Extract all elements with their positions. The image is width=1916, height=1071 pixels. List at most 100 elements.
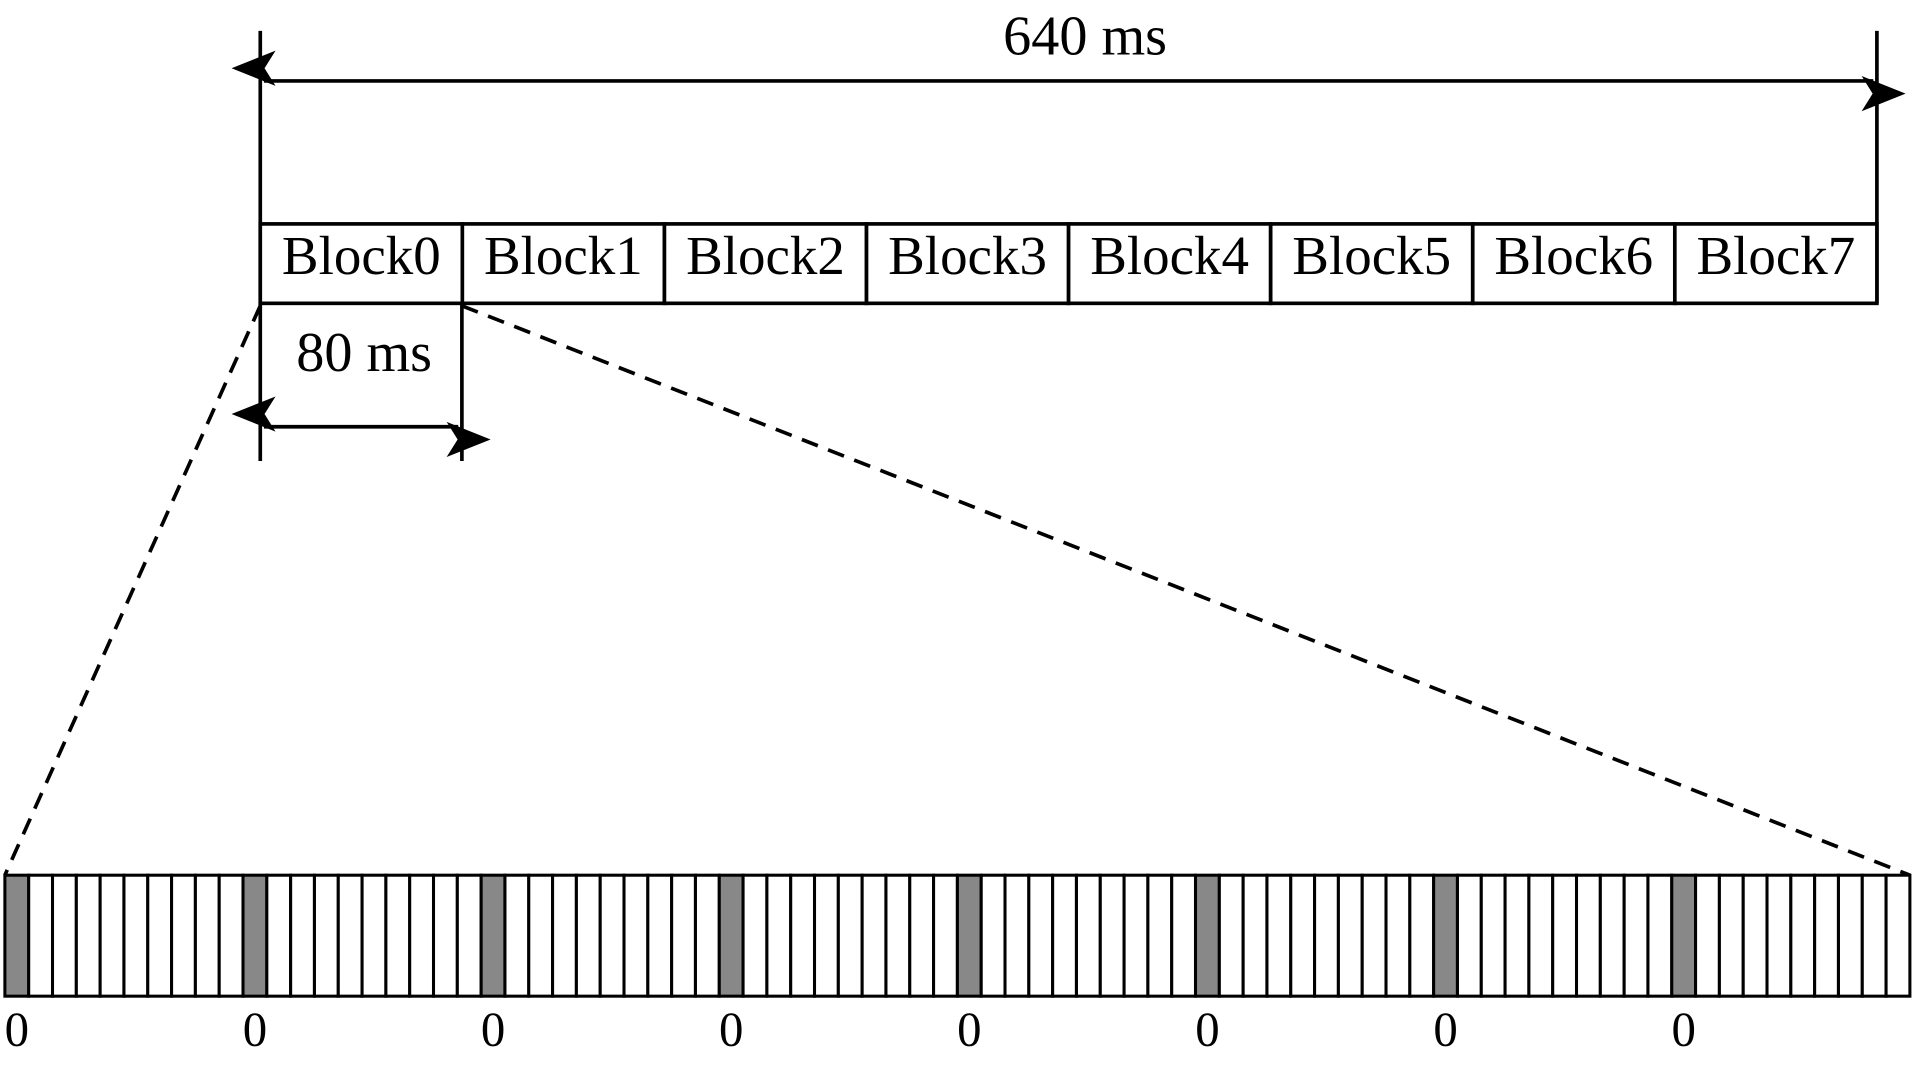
slot (1694, 873, 1721, 998)
reference-slot (955, 873, 983, 998)
slot-label: 0 (243, 1001, 267, 1056)
slot (812, 873, 840, 998)
slot (265, 873, 293, 998)
block-label: Block5 (1292, 225, 1451, 286)
slot (741, 873, 769, 998)
block-cell (258, 222, 465, 306)
block-label: Block4 (1090, 225, 1249, 286)
slot (979, 873, 1007, 998)
slot (1717, 873, 1745, 998)
slot (1146, 873, 1174, 998)
slot (860, 873, 888, 998)
block-row: Block0 Block1 Block2 Block3 Block4 Block5 Bloc… (258, 222, 1879, 306)
block-label: Block0 (282, 225, 441, 286)
slot (1884, 873, 1912, 998)
slot (1074, 873, 1102, 998)
slot-labels: 0 0 0 0 0 0 0 0 (5, 1001, 1696, 1056)
slot (765, 873, 793, 998)
slot (1289, 873, 1317, 998)
block-label: Block7 (1696, 225, 1855, 286)
slot (408, 873, 436, 998)
slot (1360, 873, 1388, 998)
slot (312, 873, 340, 998)
slot (789, 873, 817, 998)
block-cell (1066, 222, 1273, 306)
slot (455, 873, 483, 998)
slot (622, 873, 650, 998)
slot (1860, 873, 1888, 998)
slot (217, 873, 245, 998)
slot (670, 873, 697, 998)
slot (122, 873, 150, 998)
slot (1384, 873, 1412, 998)
slot (336, 873, 364, 998)
zoom-line (461, 304, 1911, 877)
slot (384, 873, 412, 998)
slot (360, 873, 388, 998)
slot (908, 873, 936, 998)
block-label: Block3 (888, 225, 1047, 286)
reference-slot (241, 873, 269, 998)
slot (932, 873, 959, 998)
slot (1003, 873, 1031, 998)
slot (27, 873, 55, 998)
slot (551, 873, 578, 998)
slot (1551, 873, 1579, 998)
slot (146, 873, 174, 998)
slot (1336, 873, 1364, 998)
slot (1574, 873, 1602, 998)
slot (1765, 873, 1793, 998)
total-duration: 640 ms (1003, 6, 1167, 68)
slot-label: 0 (1671, 1001, 1695, 1056)
slot (1408, 873, 1436, 998)
slot (527, 873, 555, 998)
slot (1051, 873, 1078, 998)
reference-slot (479, 873, 507, 998)
block-cell (1672, 222, 1879, 306)
slot (50, 873, 78, 998)
slot (884, 873, 912, 998)
reference-slot (1432, 873, 1459, 998)
block-cell (1470, 222, 1677, 306)
slot (431, 873, 459, 998)
slot (1836, 873, 1864, 998)
zoom-line (3, 305, 262, 876)
block-label: Block2 (686, 225, 845, 286)
slot (289, 873, 316, 998)
slot-label: 0 (1195, 1001, 1219, 1056)
slot (1313, 873, 1340, 998)
slot (170, 873, 197, 998)
slot (1741, 873, 1769, 998)
slot (74, 873, 102, 998)
slot-label: 0 (5, 1001, 29, 1056)
slot (836, 873, 864, 998)
slot (1241, 873, 1269, 998)
slot (1098, 873, 1126, 998)
slot-strip (3, 873, 1912, 998)
block-duration: 80 ms (296, 322, 432, 384)
slot (1646, 873, 1674, 998)
block-cell (1268, 222, 1475, 306)
slot (193, 873, 221, 998)
slot (693, 873, 721, 998)
block-label: Block6 (1494, 225, 1653, 286)
reference-slot (1670, 873, 1698, 998)
slot-label: 0 (1433, 1001, 1457, 1056)
slot (1622, 873, 1650, 998)
block-cell (864, 222, 1071, 306)
slot (1122, 873, 1150, 998)
slot-label: 0 (957, 1001, 981, 1056)
slot-label: 0 (719, 1001, 743, 1056)
reference-slot (1193, 873, 1221, 998)
slot (1265, 873, 1293, 998)
slot (1479, 873, 1507, 998)
slot (1455, 873, 1483, 998)
block-label: Block1 (484, 225, 643, 286)
slot (1170, 873, 1198, 998)
slot (1527, 873, 1555, 998)
reference-slot (3, 873, 31, 998)
slot (1503, 873, 1531, 998)
slot (1217, 873, 1245, 998)
